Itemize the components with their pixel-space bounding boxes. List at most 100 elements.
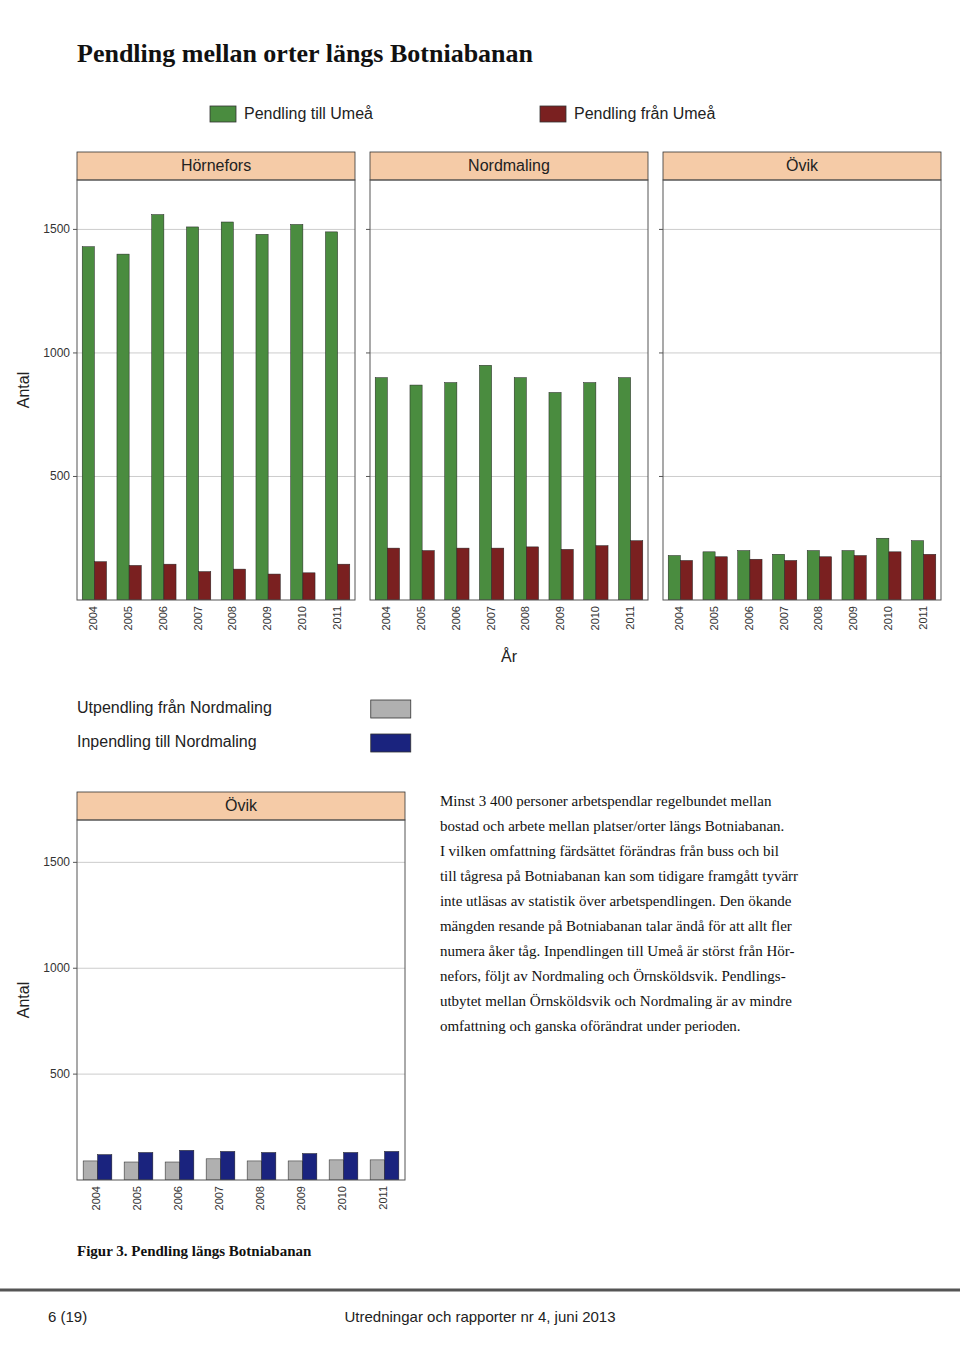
bar bbox=[165, 1162, 179, 1180]
legend-label: Inpendling till Nordmaling bbox=[77, 733, 257, 750]
caption: Figur 3. Pendling längs Botniabanan bbox=[77, 1243, 312, 1259]
bar bbox=[186, 227, 198, 600]
x-tick-label: 2009 bbox=[554, 606, 566, 630]
panel-header bbox=[77, 152, 355, 180]
panel-title: Nordmaling bbox=[468, 157, 550, 174]
bar bbox=[445, 383, 457, 600]
x-tick-label: 2004 bbox=[673, 606, 685, 630]
plot-frame bbox=[77, 820, 405, 1180]
bar bbox=[221, 222, 233, 600]
x-axis-label: År bbox=[501, 647, 518, 665]
body-text: omfattning och ganska oförändrat under p… bbox=[440, 1018, 741, 1034]
bar bbox=[479, 365, 491, 600]
bar bbox=[889, 552, 901, 600]
x-tick-label: 2004 bbox=[380, 606, 392, 630]
x-tick-label: 2007 bbox=[485, 606, 497, 630]
bar bbox=[344, 1152, 358, 1180]
y-axis-label: Antal bbox=[15, 372, 32, 408]
plot-frame bbox=[370, 180, 648, 600]
y-tick bbox=[73, 352, 77, 353]
bar bbox=[807, 551, 819, 600]
x-tick-label: 2011 bbox=[377, 1186, 389, 1210]
body-text: mängden resande på Botniabanan talar änd… bbox=[440, 918, 792, 934]
bar bbox=[83, 1161, 97, 1180]
grid-line bbox=[77, 229, 355, 230]
bar bbox=[738, 551, 750, 600]
y-tick bbox=[659, 352, 663, 353]
bar bbox=[233, 569, 245, 600]
page-title: Pendling mellan orter längs Botniabanan bbox=[77, 39, 534, 68]
bar bbox=[124, 1162, 138, 1180]
x-tick-label: 2009 bbox=[261, 606, 273, 630]
bar bbox=[387, 548, 399, 600]
y-tick bbox=[366, 476, 370, 477]
bar bbox=[911, 541, 923, 600]
bars bbox=[668, 538, 936, 600]
x-tick-label: 2006 bbox=[743, 606, 755, 630]
grid-line bbox=[77, 862, 405, 863]
bar bbox=[129, 565, 141, 600]
x-tick-label: 2011 bbox=[624, 606, 636, 630]
bar bbox=[492, 548, 504, 600]
plot-frame bbox=[77, 180, 355, 600]
body-text: nefors, följt av Nordmaling och Örnsköld… bbox=[440, 968, 786, 984]
bar bbox=[82, 247, 94, 600]
bar bbox=[877, 538, 889, 600]
x-tick-label: 2005 bbox=[415, 606, 427, 630]
x-tick-label: 2006 bbox=[157, 606, 169, 630]
bar bbox=[291, 224, 303, 600]
x-tick-label: 2006 bbox=[450, 606, 462, 630]
bar bbox=[715, 557, 727, 600]
bar bbox=[164, 564, 176, 600]
bar bbox=[785, 560, 797, 600]
bar bbox=[618, 378, 630, 600]
x-tick-label: 2004 bbox=[90, 1186, 102, 1210]
legend-label: Utpendling från Nordmaling bbox=[77, 699, 272, 716]
bar bbox=[772, 554, 784, 600]
bar bbox=[924, 554, 936, 600]
x-tick-label: 2010 bbox=[589, 606, 601, 630]
body-text: I vilken omfattning färdsättet förändras… bbox=[440, 843, 779, 859]
legend-swatch bbox=[371, 734, 411, 752]
bar bbox=[410, 385, 422, 600]
bar bbox=[680, 560, 692, 600]
bar bbox=[117, 254, 129, 600]
bar bbox=[139, 1152, 153, 1180]
body-text: numera åker tåg. Inpendlingen till Umeå … bbox=[440, 943, 795, 959]
x-tick-label: 2005 bbox=[122, 606, 134, 630]
y-tick bbox=[73, 229, 77, 230]
x-tick-label: 2010 bbox=[882, 606, 894, 630]
x-tick-label: 2005 bbox=[131, 1186, 143, 1210]
footer-left: 6 (19) bbox=[48, 1308, 87, 1325]
plot-frame bbox=[663, 180, 941, 600]
y-tick bbox=[73, 476, 77, 477]
legend-swatch bbox=[210, 106, 236, 122]
x-tick-label: 2011 bbox=[917, 606, 929, 630]
body-text: inte utläsas av statistik över arbetspen… bbox=[440, 893, 792, 909]
panel-title: Hörnefors bbox=[181, 157, 251, 174]
bar bbox=[268, 574, 280, 600]
bar bbox=[338, 564, 350, 600]
panel-header bbox=[370, 152, 648, 180]
bar bbox=[668, 556, 680, 600]
bar bbox=[98, 1155, 112, 1180]
panel-title: Övik bbox=[786, 157, 819, 174]
y-tick-label: 500 bbox=[50, 1067, 70, 1081]
y-axis-label: Antal bbox=[15, 982, 32, 1018]
bars bbox=[375, 365, 643, 600]
grid-line bbox=[663, 229, 941, 230]
bar bbox=[262, 1152, 276, 1180]
body-text: Minst 3 400 personer arbetspendlar regel… bbox=[440, 793, 772, 809]
bars bbox=[83, 1150, 399, 1180]
x-tick-label: 2008 bbox=[226, 606, 238, 630]
y-tick bbox=[366, 229, 370, 230]
legend-label: Pendling till Umeå bbox=[244, 105, 373, 122]
bar bbox=[385, 1151, 399, 1180]
bar bbox=[180, 1150, 194, 1180]
footer-right: Utredningar och rapporter nr 4, juni 201… bbox=[345, 1308, 616, 1325]
bar bbox=[526, 547, 538, 600]
bar bbox=[152, 215, 164, 600]
x-tick-label: 2008 bbox=[519, 606, 531, 630]
x-tick-label: 2004 bbox=[87, 606, 99, 630]
bar bbox=[584, 383, 596, 600]
